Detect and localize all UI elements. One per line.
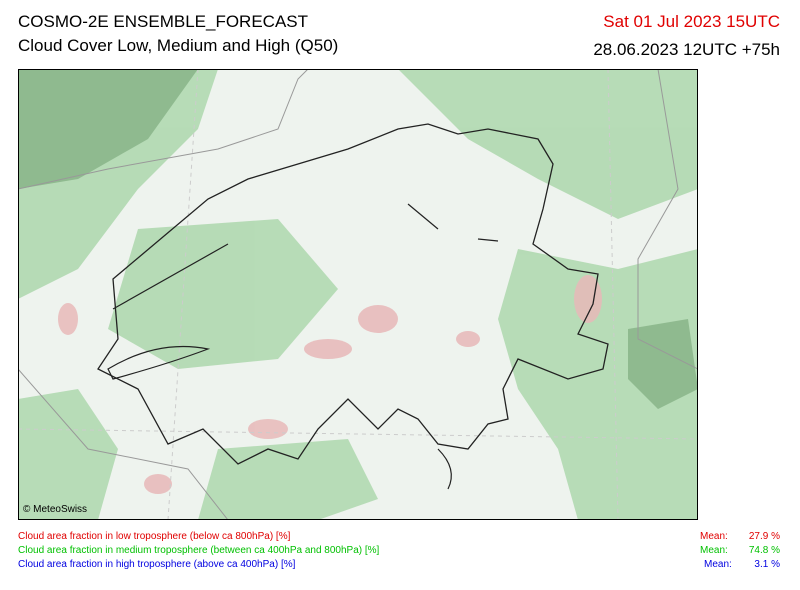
switzerland-border [97,123,609,465]
cloud-area [18,69,198,189]
cloud-area [198,439,378,520]
legend-label: Cloud area fraction in low troposphere (… [18,531,291,542]
country-borders [18,69,698,520]
cloud-area [574,275,602,323]
valid-time: Sat 01 Jul 2023 15UTC [603,12,780,31]
run-time: 28.06.2023 12UTC +75h [593,40,780,59]
title: COSMO-2E ENSEMBLE_FORECAST [18,12,309,31]
copyright: © MeteoSwiss [23,504,87,515]
cloud-area [456,331,480,347]
lakes [107,203,499,490]
lake [477,238,499,242]
cloud-area [58,303,78,335]
cloud-area [358,305,398,333]
cloud-area [108,219,338,369]
border [18,368,229,520]
grid-line [18,428,698,440]
grid-line [607,69,619,520]
cloud-area [18,389,118,520]
border [637,69,698,370]
medium-cloud-areas [18,69,698,520]
graticule [18,69,698,520]
mean-label: Mean: [700,531,728,542]
legend-label: Cloud area fraction in high troposphere … [18,559,296,570]
mean-label: Mean: [700,545,728,556]
legend-label: Cloud area fraction in medium tropospher… [18,545,380,556]
cloud-area [248,419,288,439]
lake [107,345,211,380]
cloud-area [628,319,698,409]
mean-value: 74.8 % [748,545,780,556]
dense-cloud-areas [18,69,698,409]
low-cloud-areas [58,275,602,494]
lake [407,203,439,230]
map: © MeteoSwiss [18,69,698,520]
cloud-area [498,249,698,520]
cloud-area [144,474,172,494]
mean-value: 3.1 % [754,559,780,570]
mean-value: 27.9 % [748,531,780,542]
cloud-area [304,339,352,359]
grid-line [167,69,199,520]
mean-label: Mean: [704,559,732,570]
border [18,69,309,190]
lake [112,243,229,310]
subtitle: Cloud Cover Low, Medium and High (Q50) [18,36,339,55]
cloud-area [398,69,698,219]
lake [437,448,452,490]
map-frame [18,69,698,520]
